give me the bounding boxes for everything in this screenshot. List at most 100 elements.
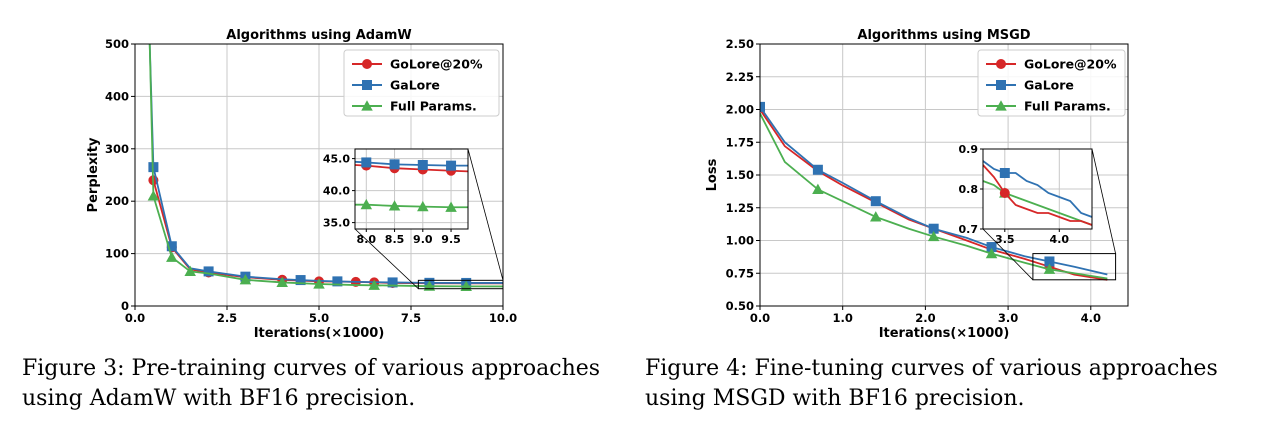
legend-item: GaLore (352, 78, 440, 93)
caption-line-2: using AdamW with BF16 precision. (22, 386, 416, 411)
zoom-connector (354, 228, 419, 289)
data-point (996, 80, 1006, 90)
x-axis-label: Iterations(×1000) (879, 326, 1010, 341)
legend-item: Full Params. (986, 99, 1111, 114)
legend-item: GaLore (986, 78, 1074, 93)
caption-line-1: Figure 4: Fine-tuning curves of various … (645, 356, 1218, 381)
data-point (166, 241, 177, 252)
y-tick-label: 2.50 (726, 37, 754, 51)
inset-series-group (355, 157, 468, 212)
x-tick-label: 0.0 (750, 311, 770, 325)
x-tick-label: 7.5 (401, 311, 421, 325)
x-tick-label: 4.0 (1050, 233, 1070, 246)
zoom-region (1032, 253, 1117, 281)
x-tick-label: 9.5 (441, 233, 461, 246)
y-tick-label: 2.25 (726, 70, 754, 84)
legend-label: Full Params. (1024, 99, 1111, 114)
chart-title: Algorithms using AdamW (226, 28, 411, 43)
data-point (996, 59, 1006, 69)
inset-frame (354, 148, 469, 230)
x-tick-label: 0.0 (125, 311, 145, 325)
series-group (147, 44, 503, 291)
legend-label: GoLore@20% (1024, 57, 1117, 72)
y-tick-label: 500 (105, 37, 129, 51)
data-point (362, 59, 372, 69)
legend-label: GaLore (1024, 78, 1074, 93)
data-point (239, 274, 252, 285)
x-tick-label: 2.0 (915, 311, 935, 325)
x-tick-label: 4.0 (1081, 311, 1101, 325)
y-tick-label: 35.0 (323, 217, 350, 230)
y-tick-label: 0.9 (959, 143, 979, 156)
legend-label: GoLore@20% (390, 57, 483, 72)
legend: GoLore@20% GaLore Full Params. (343, 49, 500, 117)
y-tick-label: 0.7 (959, 223, 979, 236)
y-tick-label: 1.50 (726, 168, 754, 182)
x-axis-label: Iterations(×1000) (254, 326, 385, 341)
y-tick-label: 1.00 (726, 234, 754, 248)
zoom-connector (1091, 148, 1116, 254)
legend-label: GaLore (390, 78, 440, 93)
x-tick-label: 10.0 (489, 311, 517, 325)
figure-canvas: 0.0 2.5 5.0 7.5 10.0 0 100 200 300 400 500 Algorith… (86, 28, 1129, 341)
data-point (995, 100, 1007, 111)
data-point (389, 159, 400, 170)
y-tick-label: 0.8 (959, 183, 979, 196)
data-point (417, 200, 429, 212)
data-point (870, 211, 882, 222)
data-point (166, 251, 178, 262)
data-point (999, 168, 1010, 178)
legend-item: GoLore@20% (986, 57, 1117, 72)
y-axis-label: Perplexity (86, 137, 101, 212)
data-point (423, 280, 436, 291)
x-tick-label: 3.0 (998, 311, 1018, 325)
data-point (276, 276, 288, 288)
series-group (760, 101, 1108, 281)
data-point (986, 242, 997, 253)
y-tick-label: 0.75 (726, 266, 754, 280)
data-point (812, 183, 824, 195)
x-tick-label: 3.5 (995, 233, 1015, 246)
data-point (928, 223, 939, 234)
inset-chart: 3.5 4.0 0.7 0.8 0.9 (959, 143, 1093, 246)
legend-item: Full Params. (352, 99, 477, 114)
caption-line-1: Figure 3: Pre-training curves of various… (22, 356, 601, 381)
y-tick-label: 45.0 (323, 153, 350, 166)
data-point (295, 275, 306, 286)
series-line (983, 164, 1092, 226)
data-point (361, 100, 373, 111)
data-point (870, 196, 881, 207)
data-point (1044, 256, 1055, 267)
data-point (417, 160, 428, 170)
inset-series-group (983, 160, 1092, 226)
data-point (332, 276, 343, 287)
zoom-connector (467, 148, 504, 281)
y-tick-label: 40.0 (323, 185, 350, 198)
y-tick-label: 400 (105, 89, 129, 103)
data-point (361, 157, 372, 168)
x-tick-label: 8.0 (357, 233, 377, 246)
caption-figure-4: Figure 4: Fine-tuning curves of various … (645, 354, 1218, 414)
y-tick-label: 200 (105, 194, 129, 208)
y-tick-label: 1.25 (726, 201, 754, 215)
inset-chart: 8.0 8.5 9.0 9.5 35.0 40.0 45.0 (323, 148, 469, 246)
data-point (812, 164, 823, 175)
caption-figure-3: Figure 3: Pre-training curves of various… (22, 354, 600, 414)
y-tick-label: 0.50 (726, 299, 754, 313)
legend-item: GoLore@20% (352, 57, 483, 72)
legend-box (977, 49, 1126, 117)
y-tick-label: 1.75 (726, 135, 754, 149)
data-point (203, 266, 214, 277)
data-point (184, 265, 196, 277)
data-point (387, 277, 398, 288)
data-point (445, 201, 457, 212)
data-point (999, 188, 1010, 198)
data-point (147, 190, 160, 201)
zoom-connector (982, 228, 1034, 281)
caption-line-2: using MSGD with BF16 precision. (645, 386, 1025, 411)
y-axis-label: Loss (705, 158, 720, 191)
x-tick-label: 1.0 (833, 311, 853, 325)
chart-title: Algorithms using MSGD (857, 28, 1030, 43)
data-point (760, 101, 765, 112)
data-point (313, 278, 325, 289)
